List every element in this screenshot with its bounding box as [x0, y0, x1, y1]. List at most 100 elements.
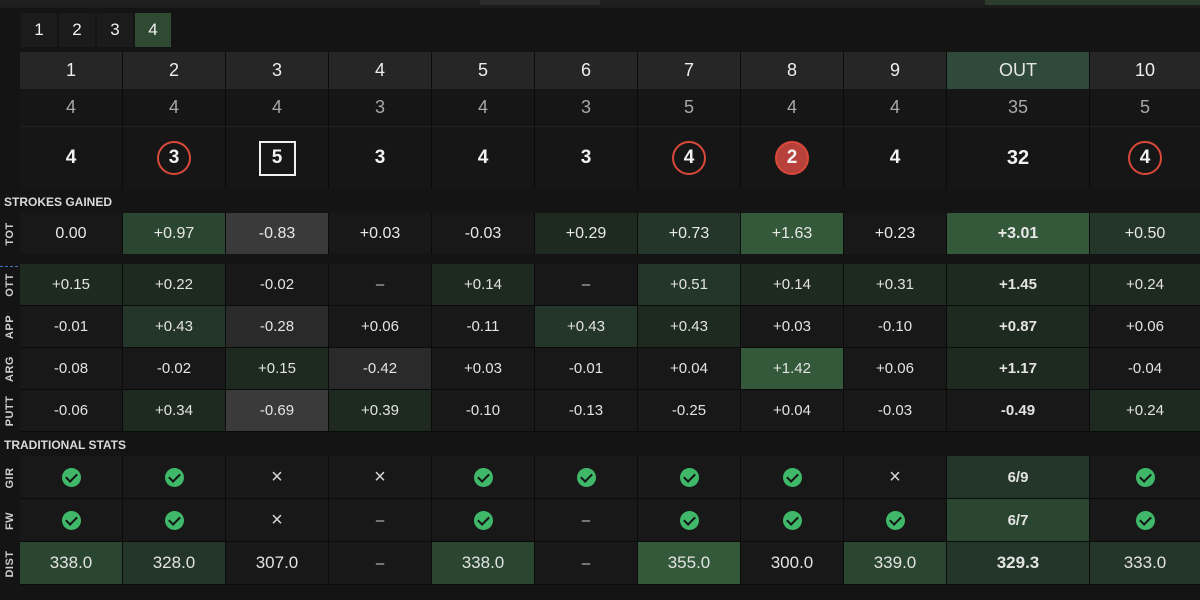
stat-cell: -0.25 — [638, 390, 741, 432]
round-tab-2[interactable]: 2 — [59, 13, 95, 47]
stat-value: -0.10 — [465, 402, 501, 419]
score-cell: 4 — [432, 127, 535, 189]
stat-value: +0.23 — [874, 224, 916, 242]
stat-row-putt: PUTT -0.06 +0.34 -0.69 +0.39 -0.10 -0.13 -0.25 +… — [0, 390, 1200, 432]
traditional-stats-title: TRADITIONAL STATS — [4, 438, 126, 452]
sg-total-row: TOT 0.00 +0.97 -0.83 +0.03 -0.03 +0.29 +0.73 +1.… — [0, 213, 1200, 254]
stat-cell: 328.0 — [123, 542, 226, 585]
stat-cell: +0.39 — [329, 390, 432, 432]
stat-cell: – — [535, 264, 638, 306]
stat-cell: 300.0 — [741, 542, 844, 585]
x-icon: × — [271, 466, 283, 488]
stat-cell — [741, 456, 844, 499]
hole-header-5[interactable]: 5 — [432, 52, 535, 89]
scorecard: 1 2 3 4 5 6 7 8 9 OUT 10 4 4 4 3 4 3 5 4 4 35 5 4 3 5 3 4 3 4 2 4 32 4… — [0, 52, 1200, 585]
stat-cell: 333.0 — [1090, 542, 1200, 585]
round-tab-4[interactable]: 4 — [135, 13, 171, 47]
stat-cell: 329.3 — [947, 542, 1090, 585]
check-icon — [473, 467, 493, 487]
sg-total-cell: +0.97 — [123, 213, 226, 254]
stat-row-gir: GIR × × × 6/9 — [0, 456, 1200, 499]
stat-cell: – — [329, 542, 432, 585]
score-cell: 2 — [741, 127, 844, 189]
stat-row-dist: DIST 338.0 328.0 307.0 – 338.0 – 355.0 300.0 339.… — [0, 542, 1200, 585]
sg-total-cell: +1.63 — [741, 213, 844, 254]
check-icon — [61, 467, 81, 487]
stat-value: +0.43 — [155, 318, 193, 335]
stat-value: +0.14 — [464, 276, 502, 293]
check-icon — [782, 467, 802, 487]
stat-cell — [20, 456, 123, 499]
hole-header-9[interactable]: 9 — [844, 52, 947, 89]
stat-cell: 338.0 — [432, 542, 535, 585]
score-cell: 32 — [947, 127, 1090, 189]
stat-value: +0.97 — [153, 224, 195, 242]
stat-value: +0.06 — [876, 360, 914, 377]
stat-cell: +0.14 — [741, 264, 844, 306]
stat-cell: +0.06 — [1090, 306, 1200, 348]
hole-header-6[interactable]: 6 — [535, 52, 638, 89]
round-tab-1[interactable]: 1 — [21, 13, 57, 47]
stat-row-app: APP -0.01 +0.43 -0.28 +0.06 -0.11 +0.43 +0.43 +0… — [0, 306, 1200, 348]
stat-cell — [844, 499, 947, 542]
hole-header-10[interactable]: 10 — [1090, 52, 1200, 89]
stat-cell: – — [535, 542, 638, 585]
stat-value: +0.06 — [361, 318, 399, 335]
par-cell: 4 — [123, 89, 226, 127]
stat-cell: +0.06 — [329, 306, 432, 348]
row-label: GIR — [0, 456, 20, 499]
stat-cell: 307.0 — [226, 542, 329, 585]
par-cell: 4 — [20, 89, 123, 127]
stat-value: +0.03 — [359, 224, 401, 242]
hole-header-3[interactable]: 3 — [226, 52, 329, 89]
sg-total-cell: +3.01 — [947, 213, 1090, 254]
stat-value: -0.49 — [1000, 402, 1036, 419]
stat-value: -0.01 — [53, 318, 89, 335]
stat-value: 329.3 — [996, 553, 1040, 572]
stat-cell: 6/7 — [947, 499, 1090, 542]
hole-header-1[interactable]: 1 — [20, 52, 123, 89]
hole-header-8[interactable]: 8 — [741, 52, 844, 89]
stat-cell: × — [844, 456, 947, 499]
sg-total-cell: +0.50 — [1090, 213, 1200, 254]
stat-value: +0.14 — [773, 276, 811, 293]
score-value: 4 — [65, 147, 77, 168]
stat-value: +0.04 — [670, 360, 708, 377]
sg-total-cell: -0.83 — [226, 213, 329, 254]
row-label: FW — [0, 499, 20, 542]
round-tab-3[interactable]: 3 — [97, 13, 133, 47]
stat-cell — [1090, 456, 1200, 499]
eagle-marker: 2 — [775, 141, 809, 175]
hole-header-2[interactable]: 2 — [123, 52, 226, 89]
hole-header-7[interactable]: 7 — [638, 52, 741, 89]
stat-value: -0.83 — [258, 224, 296, 242]
check-icon — [679, 510, 699, 530]
stat-cell — [741, 499, 844, 542]
stat-value: +0.06 — [1126, 318, 1164, 335]
stat-cell — [123, 456, 226, 499]
par-cell: 35 — [947, 89, 1090, 127]
stat-value: 355.0 — [667, 553, 711, 572]
sg-total-cell: +0.03 — [329, 213, 432, 254]
stat-cell — [432, 456, 535, 499]
stat-cell — [20, 499, 123, 542]
stat-value: – — [581, 554, 591, 572]
stat-cell — [535, 456, 638, 499]
score-cell: 4 — [844, 127, 947, 189]
hole-header-4[interactable]: 4 — [329, 52, 432, 89]
stat-value: 328.0 — [152, 553, 196, 572]
stat-cell: +0.24 — [1090, 264, 1200, 306]
check-icon — [164, 510, 184, 530]
hole-header-out[interactable]: OUT — [947, 52, 1090, 89]
sg-total-cell: 0.00 — [20, 213, 123, 254]
stat-value: – — [375, 276, 385, 293]
stat-cell: -0.02 — [123, 348, 226, 390]
par-cell: 4 — [741, 89, 844, 127]
par-cell: 5 — [1090, 89, 1200, 127]
stat-row-fw: FW × – – 6/7 — [0, 499, 1200, 542]
stat-cell: +0.31 — [844, 264, 947, 306]
stat-cell: +0.15 — [226, 348, 329, 390]
stat-cell: 339.0 — [844, 542, 947, 585]
score-cell: 3 — [535, 127, 638, 189]
